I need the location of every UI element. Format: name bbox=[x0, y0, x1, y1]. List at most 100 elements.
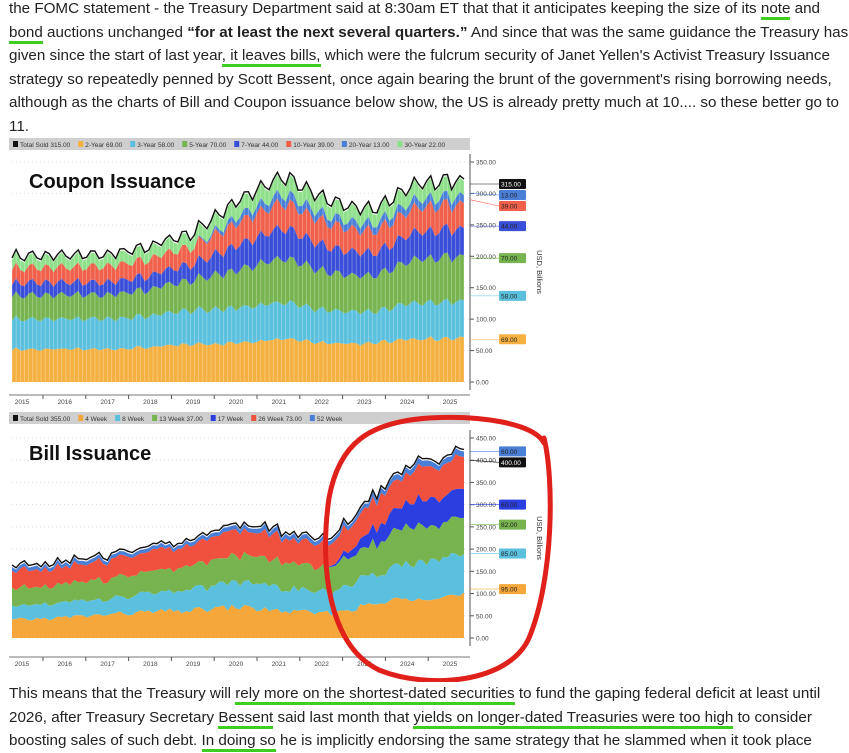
chart-title: Coupon Issuance bbox=[29, 171, 196, 193]
value-tag bbox=[499, 499, 526, 510]
legend-swatch bbox=[210, 415, 216, 421]
x-tick-label: 2016 bbox=[58, 661, 73, 668]
highlighted-text: yields on longer-dated Treasuries were t… bbox=[413, 708, 734, 729]
legend-label: 7-Year 44.00 bbox=[241, 142, 278, 149]
chart-title: Bill Issuance bbox=[29, 443, 151, 465]
y-tick-label: 450.00 bbox=[476, 436, 496, 443]
text-segment: given since the start of last year bbox=[9, 47, 222, 65]
legend-label: 2-Year 69.00 bbox=[85, 142, 122, 149]
legend-swatch bbox=[13, 415, 18, 421]
legend-bar bbox=[9, 138, 470, 150]
area-5-year bbox=[12, 252, 464, 322]
area-4-week bbox=[12, 592, 464, 638]
text-segment: boosting sales of such debt. bbox=[9, 732, 202, 750]
area-8-week bbox=[12, 552, 464, 621]
value-tag-label: 69.00 bbox=[501, 337, 518, 344]
legend-swatch bbox=[309, 415, 315, 421]
x-tick-label: 2017 bbox=[100, 661, 115, 668]
value-tag bbox=[499, 190, 526, 200]
x-tick-label: 2025 bbox=[443, 399, 458, 406]
article-paragraph-top: the FOMC statement - the Treasury Depart… bbox=[9, 0, 848, 139]
bold-quote: “for at least the next several quarters.… bbox=[187, 23, 468, 41]
y-tick-label: 200.00 bbox=[476, 547, 496, 554]
y-tick-label: 250.00 bbox=[476, 524, 496, 531]
legend-label: Total Sold 315.00 bbox=[20, 142, 71, 149]
legend-swatch bbox=[130, 141, 136, 147]
issuance-chart-image: Total Sold 315.00 2-Year 69.00 3-Year 58.0… bbox=[9, 138, 554, 684]
text-segment: strategy so repeatedly penned by Scott B… bbox=[9, 70, 832, 88]
y-tick-label: 50.00 bbox=[476, 613, 493, 620]
area-3-year bbox=[12, 298, 464, 351]
text-segment: the FOMC statement - the Treasury Depart… bbox=[9, 0, 761, 17]
text-segment: although as the charts of Bill and Coupo… bbox=[9, 94, 839, 112]
x-tick-label: 2023 bbox=[357, 661, 372, 668]
highlighted-text: bond bbox=[9, 23, 43, 44]
legend-swatch bbox=[152, 415, 158, 421]
text-segment: which were the fulcrum security of Janet… bbox=[320, 47, 830, 65]
text-line: 11. bbox=[9, 115, 848, 139]
text-segment: he is implicitly endorsing the same stra… bbox=[275, 732, 812, 750]
text-segment: said last month that bbox=[273, 708, 414, 726]
highlighted-text: note bbox=[760, 0, 791, 20]
bill-issuance-chart: Total Sold 355.00 4 Week 8 Week 13 Week 37.… bbox=[9, 412, 544, 668]
legend-swatch bbox=[234, 141, 240, 147]
value-tag-label: 44.00 bbox=[501, 224, 518, 231]
value-tag-leader bbox=[469, 193, 500, 196]
area-26-week bbox=[12, 454, 464, 591]
value-tag-label: 315.00 bbox=[501, 182, 521, 189]
value-tag bbox=[499, 221, 526, 232]
area-20-year bbox=[12, 189, 464, 273]
value-tag-label: 400.00 bbox=[501, 460, 521, 467]
legend-swatch bbox=[182, 141, 188, 147]
legend-swatch bbox=[115, 415, 121, 421]
area-10-year bbox=[12, 198, 464, 287]
x-tick-label: 2025 bbox=[443, 661, 458, 668]
y-tick-label: 350.00 bbox=[476, 160, 496, 167]
value-tag-label: 85.00 bbox=[501, 551, 518, 558]
article-paragraph-bottom: This means that the Treasury will rely m… bbox=[9, 682, 820, 753]
legend-label: 8 Week bbox=[122, 416, 145, 423]
y-tick-label: 0.00 bbox=[476, 380, 489, 387]
legend-label: 4 Week bbox=[85, 416, 108, 423]
legend-label: 26 Week 73.00 bbox=[258, 416, 302, 423]
value-tag-label: 82.00 bbox=[501, 522, 518, 529]
y-axis-label: USD, Billions bbox=[535, 250, 544, 294]
x-tick-label: 2024 bbox=[400, 399, 415, 406]
value-tag bbox=[499, 201, 526, 211]
text-segment: to consider bbox=[733, 708, 812, 726]
area-52-week bbox=[12, 448, 464, 574]
text-segment: 11. bbox=[9, 117, 29, 135]
value-tag bbox=[499, 253, 526, 264]
value-tag-label: 13.00 bbox=[501, 193, 518, 200]
x-tick-label: 2018 bbox=[143, 399, 158, 406]
legend-swatch bbox=[397, 141, 403, 147]
value-tag bbox=[499, 179, 526, 189]
y-tick-label: 100.00 bbox=[476, 317, 496, 324]
value-tag bbox=[499, 548, 526, 559]
x-tick-label: 2022 bbox=[314, 661, 329, 668]
legend-label: 5-Year 70.00 bbox=[189, 142, 226, 149]
highlighted-text: Bessent bbox=[218, 708, 274, 729]
legend-swatch bbox=[13, 141, 18, 147]
value-tag-label: 60.00 bbox=[501, 502, 518, 509]
text-line: 2026, after Treasury Secretary Bessent s… bbox=[9, 706, 820, 730]
y-tick-label: 350.00 bbox=[476, 480, 496, 487]
legend-label: 13 Week 37.00 bbox=[159, 416, 203, 423]
legend-label: 17 Week bbox=[218, 416, 244, 423]
value-tag-label: 58.00 bbox=[501, 293, 518, 300]
value-tag bbox=[499, 334, 526, 345]
x-tick-label: 2022 bbox=[314, 399, 329, 406]
legend-swatch bbox=[251, 415, 257, 421]
text-line: boosting sales of such debt. In doing so… bbox=[9, 729, 820, 753]
y-tick-label: 200.00 bbox=[476, 254, 496, 261]
x-tick-label: 2016 bbox=[58, 399, 73, 406]
highlighted-text: rely more on the shortest-dated securiti… bbox=[235, 685, 515, 705]
value-tag-leader bbox=[469, 459, 500, 463]
legend-label: 3-Year 58.00 bbox=[137, 142, 174, 149]
y-tick-label: 300.00 bbox=[476, 502, 496, 509]
issuance-charts: Total Sold 315.00 2-Year 69.00 3-Year 58.0… bbox=[9, 138, 553, 684]
area-17-week bbox=[12, 488, 464, 591]
x-tick-label: 2019 bbox=[186, 399, 201, 406]
value-tag-label: 95.00 bbox=[501, 587, 518, 594]
area-13-week bbox=[12, 516, 464, 607]
